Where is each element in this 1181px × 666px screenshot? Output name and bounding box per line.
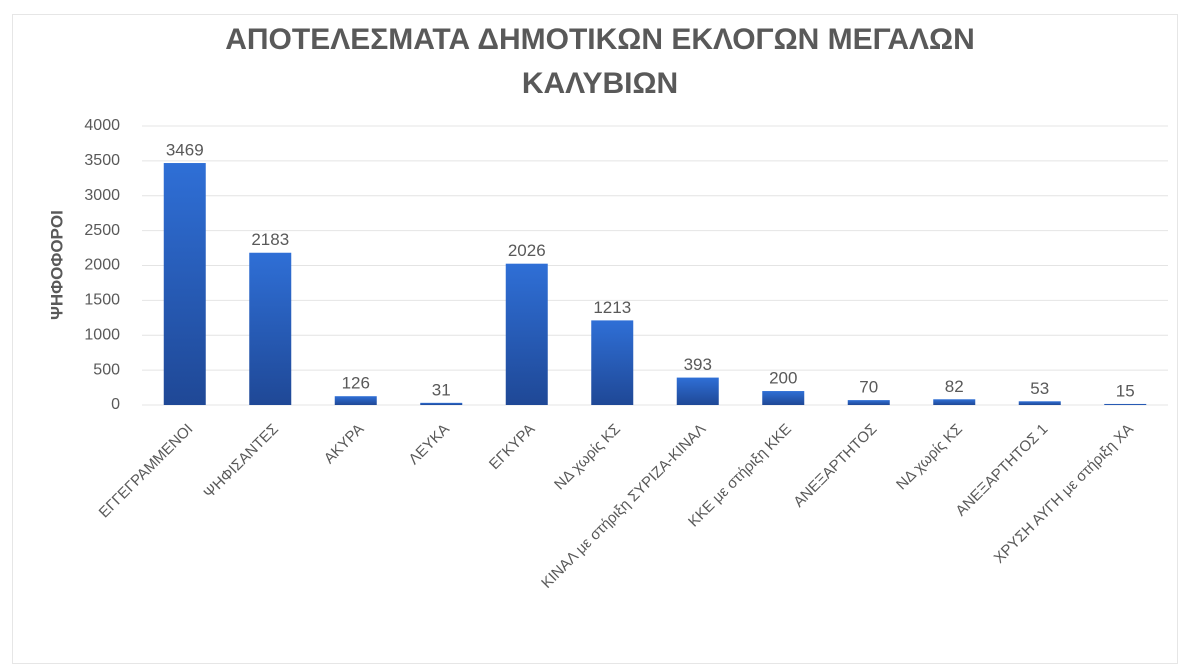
y-tick-label: 500 xyxy=(93,361,120,378)
value-label: 82 xyxy=(945,377,964,396)
value-label: 53 xyxy=(1030,379,1049,398)
value-label: 2026 xyxy=(508,241,546,260)
y-tick-label: 0 xyxy=(111,396,120,413)
x-tick-label: ΕΓΚΥΡΑ xyxy=(486,421,538,473)
y-tick-label: 3000 xyxy=(84,187,120,204)
y-tick-label: 2000 xyxy=(84,257,120,274)
value-label: 1213 xyxy=(593,298,631,317)
x-tick-label: ΑΝΕΞΑΡΤΗΤΟΣ 1 xyxy=(952,421,1051,520)
bar xyxy=(847,400,890,405)
bar xyxy=(933,399,976,405)
bar xyxy=(591,320,634,405)
chart-frame xyxy=(12,14,1178,664)
x-tick-label: ΕΓΓΕΓΡΑΜΜΕΝΟΙ xyxy=(96,421,197,522)
x-tick-label: ΚΙΝΑΛ με στήριξη ΣΥΡΙΖΑ-ΚΙΝΑΛ xyxy=(538,421,709,592)
bar xyxy=(505,263,548,405)
value-label: 15 xyxy=(1116,381,1135,400)
bar xyxy=(420,402,463,405)
y-tick-label: 2500 xyxy=(84,222,120,239)
chart-title: ΑΠΟΤΕΛΕΣΜΑΤΑ ΔΗΜΟΤΙΚΩΝ ΕΚΛΟΓΩΝ ΜΕΓΑΛΩΝ Κ… xyxy=(225,23,975,100)
bar xyxy=(762,391,805,405)
value-label: 3469 xyxy=(166,141,204,160)
value-label: 126 xyxy=(342,374,370,393)
value-label: 70 xyxy=(859,378,878,397)
x-tick-label: ΝΔ χωρίς ΚΣ xyxy=(893,421,966,494)
x-tick-label: ΑΝΕΞΑΡΤΗΤΟΣ xyxy=(790,421,880,511)
value-label: 2183 xyxy=(251,230,289,249)
x-tick-label: ΨΗΦΙΣΑΝΤΕΣ xyxy=(201,421,282,502)
bar xyxy=(249,252,292,405)
y-axis-label: ΨΗΦΟΦΟΡΟΙ xyxy=(47,210,66,320)
bar xyxy=(1104,403,1147,405)
y-tick-label: 1500 xyxy=(84,292,120,309)
x-tick-label: ΧΡΥΣΗ ΑΥΓΗ με στήριξη ΧΑ xyxy=(991,421,1137,567)
x-tick-label: ΑΚΥΡΑ xyxy=(321,421,368,468)
bar xyxy=(1018,401,1061,405)
bar xyxy=(163,163,206,405)
y-tick-label: 1000 xyxy=(84,326,120,343)
value-label: 393 xyxy=(684,355,712,374)
y-tick-label: 4000 xyxy=(84,117,120,134)
bar xyxy=(676,377,719,405)
value-label: 31 xyxy=(432,380,451,399)
x-tick-label: ΝΔ χωρίς ΚΣ xyxy=(551,421,624,494)
value-label: 200 xyxy=(769,369,797,388)
y-tick-label: 3500 xyxy=(84,152,120,169)
x-tick-label: ΛΕΥΚΑ xyxy=(405,421,452,468)
bar xyxy=(334,396,377,405)
